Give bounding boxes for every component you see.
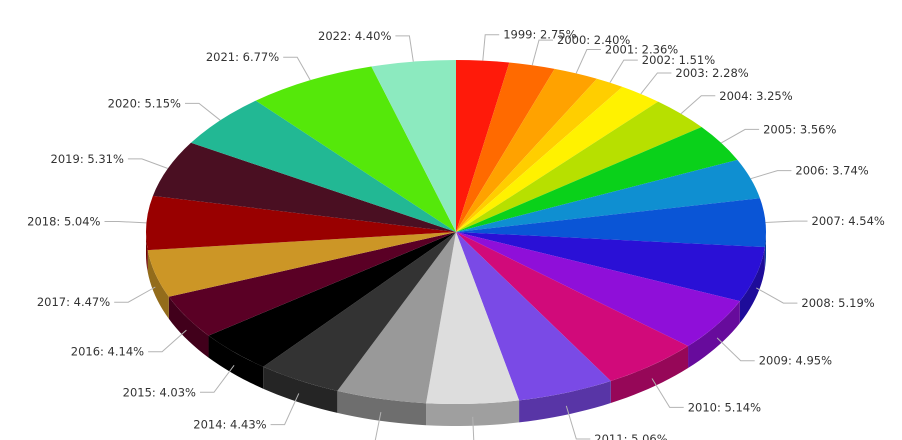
slice-label-2001: 2001: 2.36%: [605, 43, 678, 57]
pie-slice-2021[interactable]: [255, 66, 456, 232]
slice-label-2019: 2019: 5.31%: [51, 152, 124, 166]
pie-slice-2014[interactable]: [263, 232, 456, 391]
leader-line-2009: [716, 337, 755, 362]
pie-slice-2018[interactable]: [146, 195, 456, 251]
pie-slice-2012[interactable]: [426, 232, 520, 405]
slice-label-2011: 2011: 5.06%: [594, 432, 667, 440]
leader-line-2019: [127, 158, 169, 169]
leader-line-2022: [395, 35, 414, 62]
pie-slice-side-2016: [168, 296, 209, 358]
slice-label-2000: 2000: 2.40%: [557, 33, 630, 47]
pie-slice-2016[interactable]: [168, 232, 456, 336]
leader-line-2002: [609, 59, 638, 83]
leader-line-2004: [680, 95, 716, 115]
pie-slice-2003[interactable]: [456, 86, 659, 233]
pie-slice-2011[interactable]: [456, 232, 611, 401]
pie-slice-2020[interactable]: [190, 100, 456, 232]
pie-slice-2019[interactable]: [152, 142, 456, 232]
pie-slice-2008[interactable]: [456, 232, 765, 302]
leader-line-2020: [185, 102, 221, 121]
pie-slice-side-2008: [739, 247, 765, 324]
leader-line-1999: [482, 34, 500, 61]
pie-slice-side-2007: [764, 232, 766, 270]
leader-line-2017: [114, 286, 156, 303]
leader-line-2015: [200, 365, 235, 393]
slice-label-2021: 2021: 6.77%: [206, 50, 279, 64]
leader-line-2012: [472, 416, 475, 440]
pie-slice-2006[interactable]: [456, 159, 760, 232]
pie-slice-side-2010: [610, 346, 689, 404]
leader-line-2008: [756, 287, 798, 304]
leader-line-2021: [283, 56, 311, 81]
leader-line-2014: [270, 393, 300, 426]
slice-label-2015: 2015: 4.03%: [123, 385, 196, 399]
pie-slice-2015[interactable]: [208, 232, 456, 367]
slice-label-2002: 2002: 1.51%: [642, 53, 715, 67]
pie-top-layer: [146, 59, 766, 405]
pie-slice-side-2009: [688, 301, 740, 369]
pie-slice-1999[interactable]: [456, 59, 510, 232]
pie-slice-2005[interactable]: [456, 127, 738, 232]
pie-side-layer: [146, 232, 766, 426]
leader-line-2006: [750, 170, 792, 180]
pie-slice-2022[interactable]: [371, 60, 456, 232]
slice-label-2009: 2009: 4.95%: [759, 354, 832, 368]
slice-label-2004: 2004: 3.25%: [719, 89, 792, 103]
pie-slice-side-2011: [519, 381, 611, 423]
leader-line-2018: [104, 221, 147, 224]
pie-slice-2000[interactable]: [456, 62, 555, 233]
pie-slice-side-2018: [146, 232, 148, 273]
slice-label-2008: 2008: 5.19%: [801, 296, 874, 310]
slice-label-2022: 2022: 4.40%: [318, 29, 391, 43]
pie-slice-2013[interactable]: [337, 232, 456, 404]
slice-label-2018: 2018: 5.04%: [27, 215, 100, 229]
pie-slice-side-2013: [337, 390, 427, 426]
leader-line-2011: [565, 405, 591, 440]
slice-label-2005: 2005: 3.56%: [763, 122, 836, 136]
slice-label-1999: 1999: 2.75%: [503, 28, 576, 42]
slice-label-2016: 2016: 4.14%: [71, 345, 144, 359]
pie-slice-2017[interactable]: [147, 232, 456, 297]
leader-line-2016: [148, 329, 187, 353]
slice-label-2007: 2007: 4.54%: [812, 214, 885, 228]
leader-line-2013: [374, 412, 382, 440]
leader-line-2010: [651, 378, 684, 408]
pie-slice-side-2014: [263, 366, 338, 413]
pie-slice-2002[interactable]: [456, 78, 623, 232]
pie-slice-side-2012: [426, 400, 520, 426]
leader-line-2005: [720, 128, 760, 144]
pie-slice-2007[interactable]: [456, 198, 766, 248]
leader-line-2000: [531, 39, 553, 66]
leader-line-2001: [575, 49, 601, 74]
slice-label-2003: 2003: 2.28%: [675, 66, 748, 80]
leader-line-2003: [640, 72, 672, 95]
leader-lines: [104, 34, 808, 440]
pie-slice-2009[interactable]: [456, 232, 740, 347]
pie-slice-2010[interactable]: [456, 232, 689, 382]
slice-label-2010: 2010: 5.14%: [688, 400, 761, 414]
leader-line-2007: [765, 220, 808, 223]
slice-label-2014: 2014: 4.43%: [193, 418, 266, 432]
pie-slice-2001[interactable]: [456, 68, 597, 233]
pie-slice-side-2015: [208, 335, 264, 389]
slice-label-2006: 2006: 3.74%: [795, 164, 868, 178]
slice-labels: 1999: 2.75%2000: 2.40%2001: 2.36%2002: 1…: [27, 28, 885, 440]
pie-slice-side-2017: [147, 250, 169, 319]
slice-label-2020: 2020: 5.15%: [108, 96, 181, 110]
pie-slice-2004[interactable]: [456, 101, 702, 232]
slice-label-2017: 2017: 4.47%: [37, 295, 110, 309]
